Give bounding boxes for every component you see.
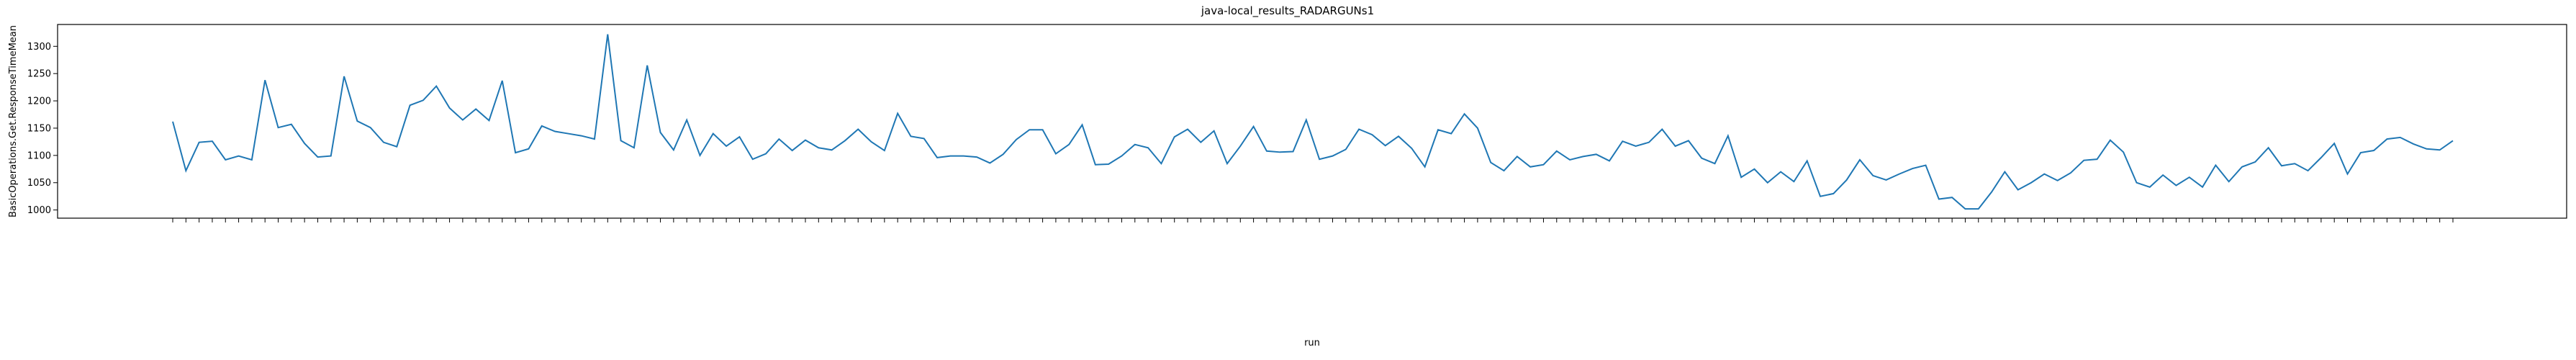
x-axis-label: run (1304, 338, 1320, 348)
y-tick-label: 1300 (27, 42, 51, 53)
y-tick-label: 1150 (27, 123, 51, 134)
y-tick-label: 1100 (27, 150, 51, 161)
x-axis-ticks (172, 218, 2454, 222)
y-tick-label: 1050 (27, 178, 51, 189)
plot-area-frame (57, 24, 2567, 219)
y-tick-label: 1000 (27, 205, 51, 216)
y-tick-label: 1200 (27, 96, 51, 107)
chart-title: java-local_results_RADARGUNs1 (1201, 4, 1374, 18)
y-axis-label: BasicOperations.Get.ResponseTimeMean (8, 25, 19, 217)
y-tick-label: 1250 (27, 69, 51, 80)
y-axis-ticks: 1000 1050 1100 1150 1200 1250 1300 (27, 42, 58, 216)
series-line (172, 34, 2454, 210)
